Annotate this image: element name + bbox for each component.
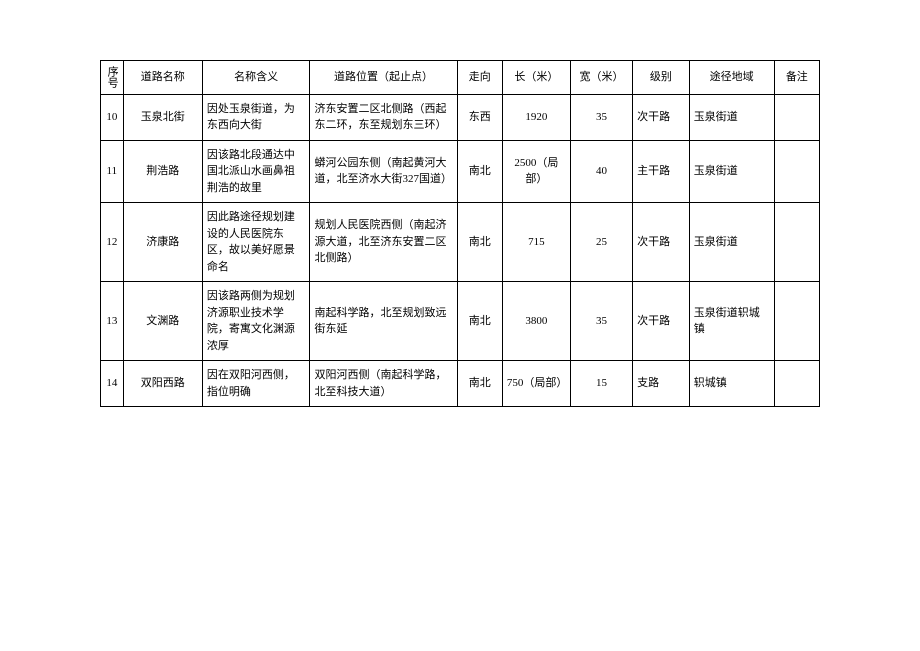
cell-name: 文渊路	[123, 282, 202, 361]
cell-meaning: 因该路两侧为规划济源职业技术学院，寄寓文化渊源浓厚	[202, 282, 310, 361]
col-header-seq: 序号	[101, 61, 124, 95]
table-row: 13 文渊路 因该路两侧为规划济源职业技术学院，寄寓文化渊源浓厚 南起科学路，北…	[101, 282, 820, 361]
cell-level: 支路	[633, 361, 690, 407]
cell-width: 35	[570, 94, 632, 140]
cell-seq: 13	[101, 282, 124, 361]
col-header-length: 长（米）	[502, 61, 570, 95]
cell-level: 主干路	[633, 140, 690, 203]
cell-direction: 南北	[457, 203, 502, 282]
cell-meaning: 因该路北段通达中国北派山水画鼻祖荆浩的故里	[202, 140, 310, 203]
cell-name: 荆浩路	[123, 140, 202, 203]
cell-remark	[774, 282, 819, 361]
cell-area: 玉泉街道轵城镇	[689, 282, 774, 361]
cell-location: 规划人民医院西侧（南起济源大道，北至济东安置二区北侧路）	[310, 203, 457, 282]
cell-direction: 东西	[457, 94, 502, 140]
cell-direction: 南北	[457, 361, 502, 407]
cell-width: 15	[570, 361, 632, 407]
cell-width: 40	[570, 140, 632, 203]
table-row: 14 双阳西路 因在双阳河西侧，指位明确 双阳河西侧（南起科学路，北至科技大道）…	[101, 361, 820, 407]
cell-area: 轵城镇	[689, 361, 774, 407]
cell-meaning: 因在双阳河西侧，指位明确	[202, 361, 310, 407]
cell-name: 济康路	[123, 203, 202, 282]
table-header-row: 序号 道路名称 名称含义 道路位置（起止点） 走向 长（米） 宽（米） 级别 途…	[101, 61, 820, 95]
cell-seq: 14	[101, 361, 124, 407]
cell-seq: 10	[101, 94, 124, 140]
cell-length: 750（局部）	[502, 361, 570, 407]
cell-name: 玉泉北街	[123, 94, 202, 140]
table-row: 12 济康路 因此路途径规划建设的人民医院东区，故以美好愿景命名 规划人民医院西…	[101, 203, 820, 282]
road-info-table: 序号 道路名称 名称含义 道路位置（起止点） 走向 长（米） 宽（米） 级别 途…	[100, 60, 820, 407]
table-row: 10 玉泉北街 因处玉泉街道，为东西向大街 济东安置二区北侧路（西起东二环，东至…	[101, 94, 820, 140]
col-header-remark: 备注	[774, 61, 819, 95]
cell-name: 双阳西路	[123, 361, 202, 407]
cell-level: 次干路	[633, 282, 690, 361]
cell-area: 玉泉街道	[689, 203, 774, 282]
cell-meaning: 因此路途径规划建设的人民医院东区，故以美好愿景命名	[202, 203, 310, 282]
cell-area: 玉泉街道	[689, 140, 774, 203]
cell-level: 次干路	[633, 94, 690, 140]
cell-area: 玉泉街道	[689, 94, 774, 140]
cell-length: 715	[502, 203, 570, 282]
cell-location: 济东安置二区北侧路（西起东二环，东至规划东三环）	[310, 94, 457, 140]
col-header-meaning: 名称含义	[202, 61, 310, 95]
cell-seq: 12	[101, 203, 124, 282]
col-header-area: 途径地域	[689, 61, 774, 95]
cell-length: 1920	[502, 94, 570, 140]
cell-seq: 11	[101, 140, 124, 203]
cell-remark	[774, 361, 819, 407]
cell-remark	[774, 203, 819, 282]
cell-width: 35	[570, 282, 632, 361]
cell-remark	[774, 94, 819, 140]
cell-direction: 南北	[457, 282, 502, 361]
col-header-name: 道路名称	[123, 61, 202, 95]
cell-location: 蟒河公园东侧（南起黄河大道，北至济水大街327国道）	[310, 140, 457, 203]
cell-remark	[774, 140, 819, 203]
cell-width: 25	[570, 203, 632, 282]
col-header-level: 级别	[633, 61, 690, 95]
cell-location: 双阳河西侧（南起科学路，北至科技大道）	[310, 361, 457, 407]
cell-length: 3800	[502, 282, 570, 361]
cell-location: 南起科学路，北至规划致远街东延	[310, 282, 457, 361]
cell-level: 次干路	[633, 203, 690, 282]
table-row: 11 荆浩路 因该路北段通达中国北派山水画鼻祖荆浩的故里 蟒河公园东侧（南起黄河…	[101, 140, 820, 203]
cell-meaning: 因处玉泉街道，为东西向大街	[202, 94, 310, 140]
col-header-direction: 走向	[457, 61, 502, 95]
cell-length: 2500（局部）	[502, 140, 570, 203]
col-header-location: 道路位置（起止点）	[310, 61, 457, 95]
cell-direction: 南北	[457, 140, 502, 203]
col-header-width: 宽（米）	[570, 61, 632, 95]
